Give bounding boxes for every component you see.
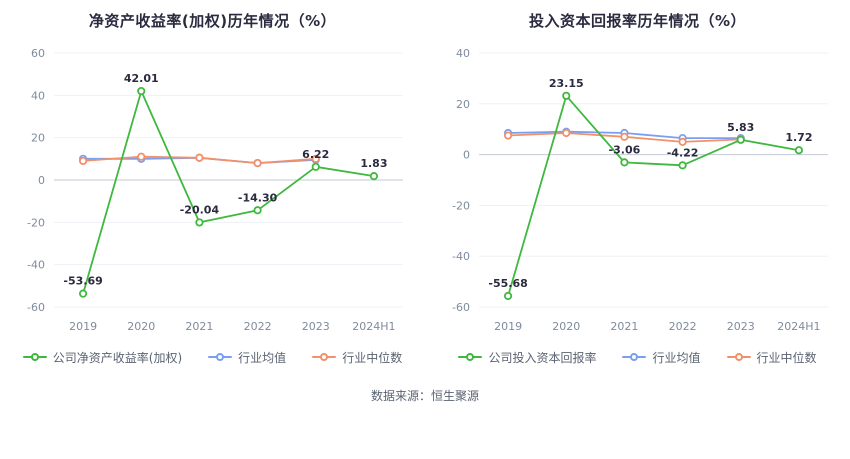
svg-text:2020: 2020: [552, 320, 580, 333]
charts-row: 净资产收益率(加权)历年情况（%） -60 -40 -20 0 20 40 60 2019 20…: [0, 6, 850, 369]
line-circle-marker-icon: [22, 352, 47, 362]
legend-roic: 公司投入资本回报率 行业均值 行业中位数: [458, 345, 817, 369]
chart-title-roic: 投入资本回报率历年情况（%）: [528, 12, 747, 30]
svg-text:5.83: 5.83: [727, 121, 754, 134]
line-circle-marker-icon: [208, 352, 233, 362]
svg-text:2023: 2023: [727, 320, 755, 333]
roic-chart-plot: -60 -40 -20 0 20 40 2019 2020 2021 2022 2023 2024H1…: [452, 47, 828, 333]
svg-text:-40: -40: [27, 259, 45, 272]
legend-label: 公司净资产收益率(加权): [52, 350, 183, 365]
legend-label: 行业中位数: [342, 350, 403, 365]
svg-text:2024H1: 2024H1: [777, 320, 820, 333]
svg-text:6.22: 6.22: [302, 148, 329, 161]
legend-item-industry-mean[interactable]: 行业均值: [622, 349, 701, 366]
legend-item-industry-median[interactable]: 行业中位数: [726, 349, 817, 366]
svg-text:2021: 2021: [185, 320, 213, 333]
svg-text:2023: 2023: [302, 320, 330, 333]
svg-text:-4.22: -4.22: [667, 146, 699, 159]
line-circle-marker-icon: [312, 352, 337, 362]
line-circle-marker-icon: [622, 352, 647, 362]
svg-text:-53.69: -53.69: [63, 275, 102, 288]
svg-text:-40: -40: [452, 250, 470, 263]
svg-text:-55.68: -55.68: [488, 277, 527, 290]
roe-chart-plot: -60 -40 -20 0 20 40 60 2019 2020 2021 2022 2023 2024…: [27, 47, 403, 333]
data-source-text: 数据来源：恒生聚源: [370, 389, 479, 403]
svg-text:2019: 2019: [69, 320, 97, 333]
svg-text:-20.04: -20.04: [180, 203, 220, 216]
legend-item-industry-mean[interactable]: 行业均值: [208, 349, 286, 366]
svg-text:2022: 2022: [669, 320, 697, 333]
svg-text:2019: 2019: [494, 320, 522, 333]
legend-label: 行业中位数: [756, 350, 817, 365]
chart-title-roe: 净资产收益率(加权)历年情况（%）: [88, 12, 337, 30]
svg-text:2020: 2020: [127, 320, 155, 333]
legend-label: 公司投入资本回报率: [488, 350, 597, 365]
svg-text:-14.30: -14.30: [238, 191, 278, 204]
svg-text:20: 20: [31, 132, 45, 145]
svg-text:42.01: 42.01: [124, 72, 159, 85]
line-circle-marker-icon: [726, 352, 751, 362]
svg-text:1.72: 1.72: [785, 131, 812, 144]
svg-text:20: 20: [456, 98, 470, 111]
svg-text:23.15: 23.15: [549, 77, 584, 90]
svg-text:-20: -20: [27, 216, 45, 229]
svg-text:2024H1: 2024H1: [352, 320, 395, 333]
svg-text:-60: -60: [452, 301, 470, 314]
svg-text:40: 40: [31, 89, 45, 102]
legend-item-company-roe[interactable]: 公司净资产收益率(加权): [22, 349, 183, 366]
legend-label: 行业均值: [652, 350, 701, 365]
svg-text:0: 0: [38, 174, 45, 187]
legend-item-company-roic[interactable]: 公司投入资本回报率: [458, 349, 596, 366]
svg-text:60: 60: [31, 47, 45, 60]
legend-roe: 公司净资产收益率(加权) 行业均值 行业中位数: [22, 345, 402, 369]
chart-roe-weighted: 净资产收益率(加权)历年情况（%） -60 -40 -20 0 20 40 60 2019 20…: [0, 6, 425, 369]
svg-text:1.83: 1.83: [360, 157, 387, 170]
legend-item-industry-median[interactable]: 行业中位数: [312, 349, 402, 366]
svg-text:-60: -60: [27, 301, 45, 314]
svg-text:-3.06: -3.06: [609, 143, 641, 156]
svg-text:0: 0: [463, 149, 470, 162]
line-circle-marker-icon: [458, 352, 483, 362]
legend-label: 行业均值: [238, 350, 287, 365]
svg-text:-20: -20: [452, 199, 470, 212]
svg-text:2022: 2022: [244, 320, 272, 333]
svg-text:40: 40: [456, 47, 470, 60]
chart-roic: 投入资本回报率历年情况（%） -60 -40 -20 0 20 40 2019 2020 202…: [425, 6, 850, 369]
svg-text:2021: 2021: [610, 320, 638, 333]
